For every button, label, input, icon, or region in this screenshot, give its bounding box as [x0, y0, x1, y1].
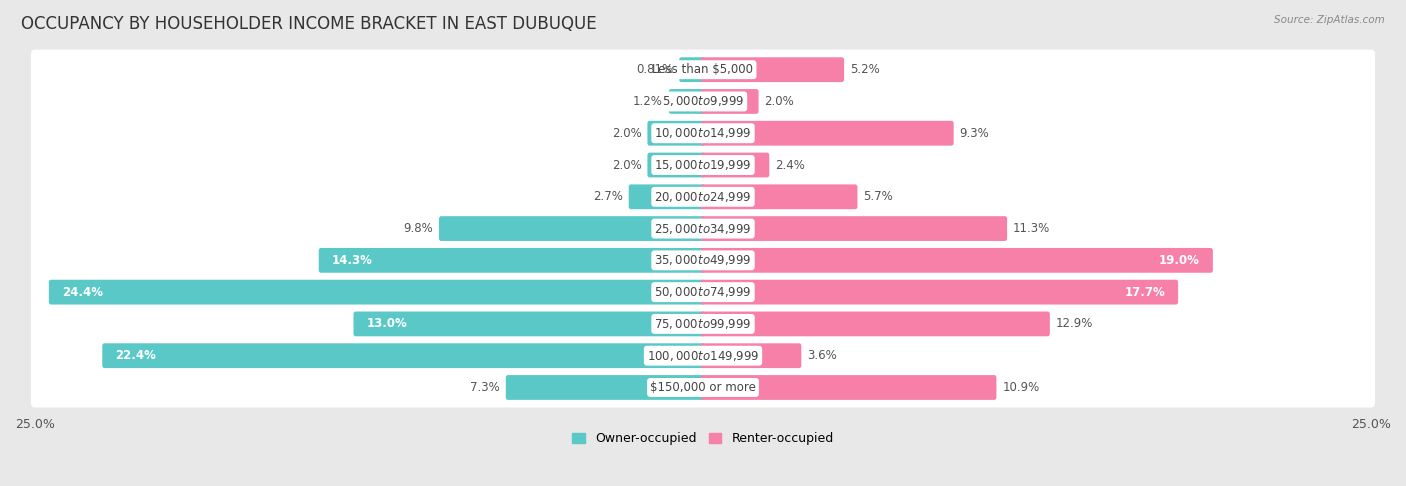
FancyBboxPatch shape	[31, 145, 1375, 185]
FancyBboxPatch shape	[31, 208, 1375, 249]
FancyBboxPatch shape	[700, 57, 844, 82]
Text: 2.4%: 2.4%	[775, 158, 806, 172]
Text: Less than $5,000: Less than $5,000	[652, 63, 754, 76]
Text: $150,000 or more: $150,000 or more	[650, 381, 756, 394]
Text: 9.8%: 9.8%	[404, 222, 433, 235]
Text: 22.4%: 22.4%	[115, 349, 156, 362]
FancyBboxPatch shape	[31, 241, 1375, 280]
Text: 5.2%: 5.2%	[851, 63, 880, 76]
FancyBboxPatch shape	[353, 312, 706, 336]
FancyBboxPatch shape	[31, 367, 1375, 407]
Text: 14.3%: 14.3%	[332, 254, 373, 267]
Text: 9.3%: 9.3%	[959, 127, 990, 140]
FancyBboxPatch shape	[31, 272, 1375, 312]
Text: $50,000 to $74,999: $50,000 to $74,999	[654, 285, 752, 299]
Text: 12.9%: 12.9%	[1056, 317, 1092, 330]
Text: 1.2%: 1.2%	[633, 95, 662, 108]
FancyBboxPatch shape	[103, 343, 706, 368]
FancyBboxPatch shape	[700, 89, 759, 114]
FancyBboxPatch shape	[319, 248, 706, 273]
Text: 24.4%: 24.4%	[62, 286, 103, 298]
Text: $20,000 to $24,999: $20,000 to $24,999	[654, 190, 752, 204]
Text: $75,000 to $99,999: $75,000 to $99,999	[654, 317, 752, 331]
Text: 2.0%: 2.0%	[612, 158, 641, 172]
FancyBboxPatch shape	[31, 113, 1375, 153]
FancyBboxPatch shape	[700, 184, 858, 209]
Text: 19.0%: 19.0%	[1159, 254, 1201, 267]
Text: OCCUPANCY BY HOUSEHOLDER INCOME BRACKET IN EAST DUBUQUE: OCCUPANCY BY HOUSEHOLDER INCOME BRACKET …	[21, 15, 596, 33]
FancyBboxPatch shape	[700, 375, 997, 400]
FancyBboxPatch shape	[628, 184, 706, 209]
FancyBboxPatch shape	[700, 280, 1178, 305]
FancyBboxPatch shape	[700, 216, 1007, 241]
Text: 11.3%: 11.3%	[1012, 222, 1050, 235]
Text: 2.0%: 2.0%	[765, 95, 794, 108]
FancyBboxPatch shape	[700, 248, 1213, 273]
Text: 5.7%: 5.7%	[863, 191, 893, 203]
Text: 10.9%: 10.9%	[1002, 381, 1039, 394]
FancyBboxPatch shape	[647, 121, 706, 146]
Text: 2.0%: 2.0%	[612, 127, 641, 140]
Text: $35,000 to $49,999: $35,000 to $49,999	[654, 253, 752, 267]
FancyBboxPatch shape	[506, 375, 706, 400]
Text: 7.3%: 7.3%	[470, 381, 501, 394]
FancyBboxPatch shape	[700, 121, 953, 146]
FancyBboxPatch shape	[31, 82, 1375, 122]
Text: 17.7%: 17.7%	[1125, 286, 1166, 298]
Text: 3.6%: 3.6%	[807, 349, 837, 362]
Text: $5,000 to $9,999: $5,000 to $9,999	[662, 94, 744, 108]
Text: 2.7%: 2.7%	[593, 191, 623, 203]
Legend: Owner-occupied, Renter-occupied: Owner-occupied, Renter-occupied	[568, 427, 838, 451]
FancyBboxPatch shape	[700, 312, 1050, 336]
FancyBboxPatch shape	[439, 216, 706, 241]
Text: 13.0%: 13.0%	[367, 317, 408, 330]
FancyBboxPatch shape	[31, 336, 1375, 376]
FancyBboxPatch shape	[700, 153, 769, 177]
FancyBboxPatch shape	[31, 177, 1375, 217]
Text: Source: ZipAtlas.com: Source: ZipAtlas.com	[1274, 15, 1385, 25]
Text: 0.81%: 0.81%	[636, 63, 673, 76]
FancyBboxPatch shape	[679, 57, 706, 82]
Text: $100,000 to $149,999: $100,000 to $149,999	[647, 348, 759, 363]
FancyBboxPatch shape	[49, 280, 706, 305]
FancyBboxPatch shape	[700, 343, 801, 368]
FancyBboxPatch shape	[31, 304, 1375, 344]
Text: $25,000 to $34,999: $25,000 to $34,999	[654, 222, 752, 236]
Text: $15,000 to $19,999: $15,000 to $19,999	[654, 158, 752, 172]
FancyBboxPatch shape	[647, 153, 706, 177]
FancyBboxPatch shape	[669, 89, 706, 114]
Text: $10,000 to $14,999: $10,000 to $14,999	[654, 126, 752, 140]
FancyBboxPatch shape	[31, 50, 1375, 90]
